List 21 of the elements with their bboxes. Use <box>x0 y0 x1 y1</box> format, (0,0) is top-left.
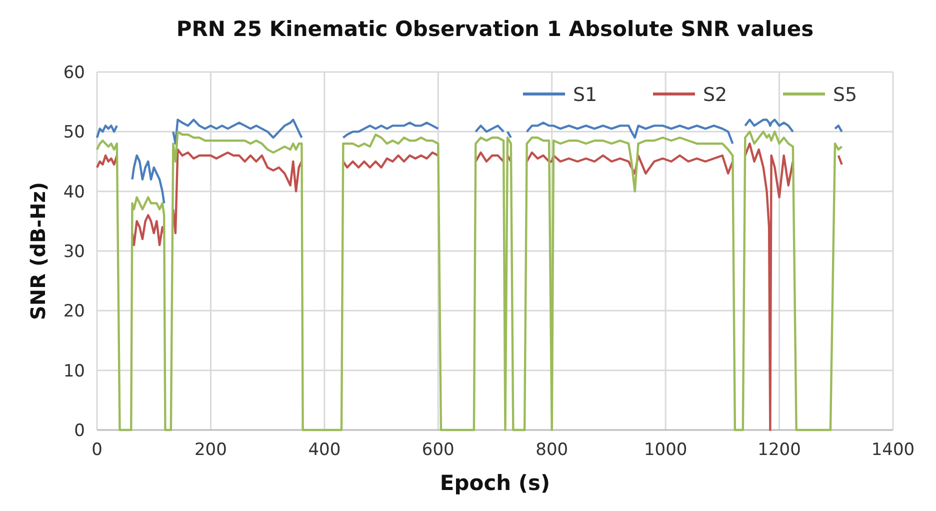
x-tick-label: 1000 <box>644 440 688 460</box>
x-tick-label: 0 <box>92 440 102 460</box>
x-tick-label: 1400 <box>871 440 915 460</box>
x-tick-label: 600 <box>422 440 454 460</box>
y-axis-title: SNR (dB-Hz) <box>26 182 50 320</box>
x-tick-label: 200 <box>194 440 227 460</box>
x-tick-label: 800 <box>536 440 568 460</box>
legend-label: S5 <box>833 84 858 106</box>
y-tick-label: 10 <box>63 361 85 382</box>
x-axis-title: Epoch (s) <box>440 471 550 495</box>
y-tick-label: 50 <box>63 122 85 143</box>
chart-title: PRN 25 Kinematic Observation 1 Absolute SNR values <box>176 17 814 41</box>
y-tick-label: 30 <box>63 242 85 262</box>
y-tick-label: 60 <box>63 63 85 83</box>
y-tick-label: 20 <box>63 302 85 322</box>
y-tick-label: 0 <box>74 421 85 441</box>
legend-label: S1 <box>573 84 598 106</box>
y-tick-label: 40 <box>63 182 85 202</box>
x-tick-label: 400 <box>308 440 341 460</box>
x-tick-label: 1200 <box>758 440 801 460</box>
legend-label: S2 <box>703 84 728 106</box>
